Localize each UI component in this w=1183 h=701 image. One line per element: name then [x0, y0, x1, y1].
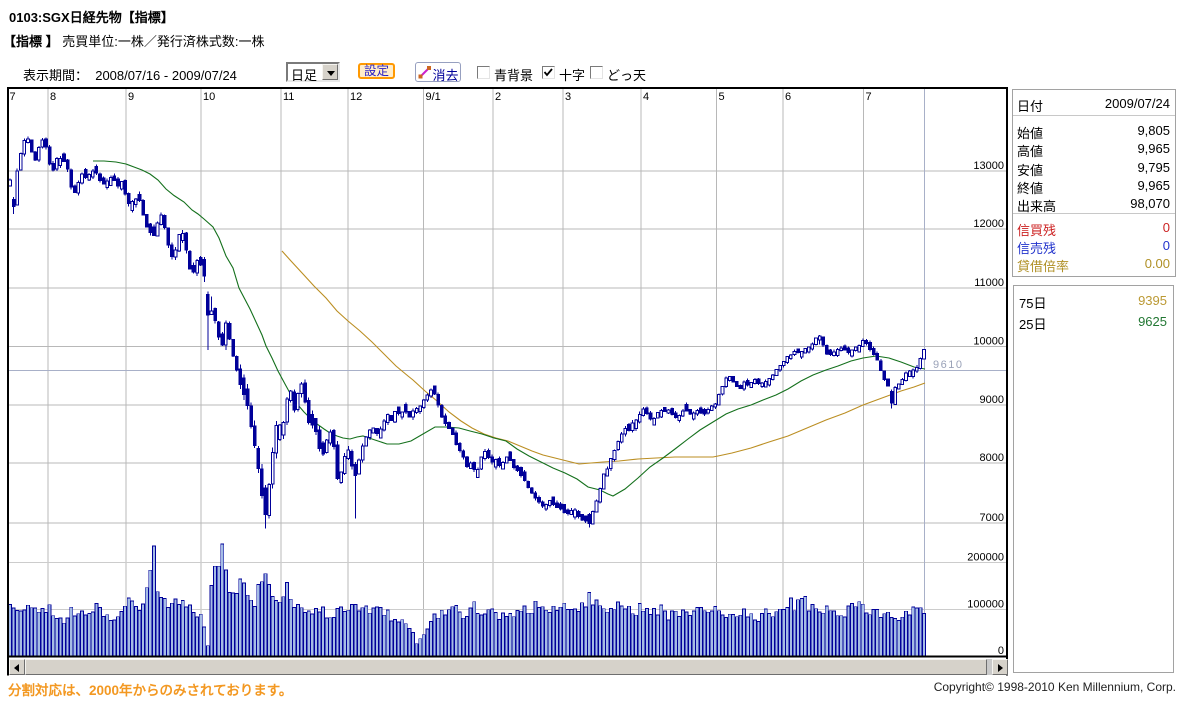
svg-text:8: 8 — [50, 91, 56, 103]
svg-text:10: 10 — [203, 91, 215, 103]
svg-text:3: 3 — [565, 91, 571, 103]
svg-text:8000: 8000 — [980, 452, 1004, 464]
svg-text:9610: 9610 — [933, 359, 963, 371]
svg-text:9/1: 9/1 — [426, 91, 441, 103]
svg-text:11000: 11000 — [974, 277, 1004, 289]
svg-text:6: 6 — [785, 91, 791, 103]
svg-text:12000: 12000 — [973, 218, 1004, 230]
svg-text:9: 9 — [128, 91, 134, 103]
svg-text:10000: 10000 — [973, 336, 1004, 348]
svg-text:5: 5 — [719, 91, 725, 103]
svg-text:7: 7 — [10, 91, 16, 103]
svg-text:7000: 7000 — [980, 512, 1004, 524]
svg-text:13000: 13000 — [973, 160, 1004, 172]
svg-text:2: 2 — [495, 91, 501, 103]
svg-text:0: 0 — [998, 645, 1004, 657]
svg-text:11: 11 — [283, 91, 294, 103]
svg-text:7: 7 — [866, 91, 872, 103]
svg-text:100000: 100000 — [967, 598, 1004, 610]
svg-text:200000: 200000 — [967, 551, 1004, 563]
svg-text:12: 12 — [350, 91, 362, 103]
svg-text:4: 4 — [643, 91, 649, 103]
svg-text:9000: 9000 — [980, 394, 1004, 406]
